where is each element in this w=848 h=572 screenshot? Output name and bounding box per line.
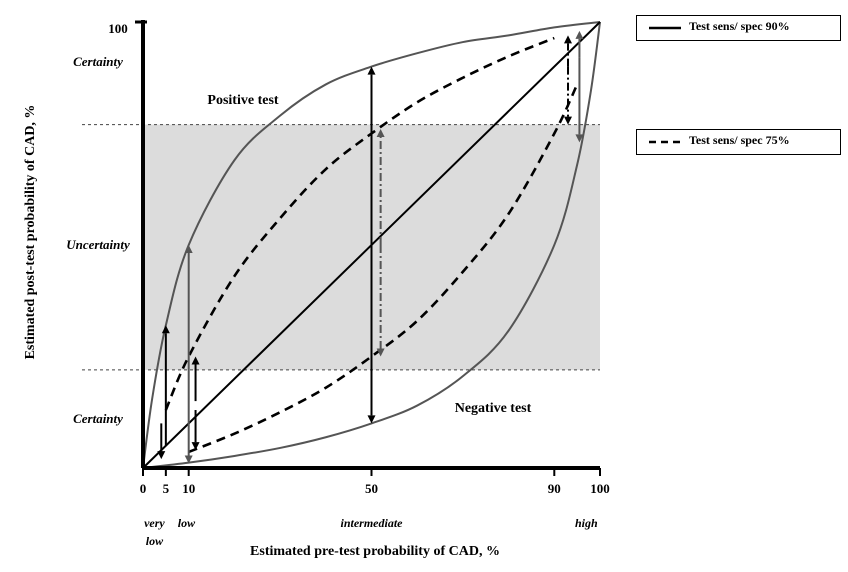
x-category-label-1: low bbox=[178, 516, 196, 530]
negative-test-label: Negative test bbox=[455, 401, 532, 416]
y-zone-label-0: Certainty bbox=[73, 54, 123, 69]
y-zone-label-2: Certainty bbox=[73, 411, 123, 426]
arrow-head-8 bbox=[376, 129, 385, 138]
y-axis-title: Estimated post-test probability of CAD, … bbox=[23, 105, 38, 360]
x-tick-label-3: 50 bbox=[365, 481, 378, 496]
arrow-head-1 bbox=[157, 451, 166, 460]
arrow-head-13 bbox=[575, 134, 584, 143]
x-tick-label-0: 0 bbox=[140, 481, 147, 496]
positive-test-label: Positive test bbox=[207, 93, 278, 108]
legend-label-75: Test sens/ spec 75% bbox=[689, 133, 790, 147]
y-tick-label-100: 100 bbox=[108, 21, 128, 36]
arrow-head-6 bbox=[367, 66, 376, 75]
arrow-head-12 bbox=[575, 30, 584, 39]
arrow-head-2 bbox=[184, 245, 193, 253]
legend-item-90: Test sens/ spec 90% bbox=[636, 15, 841, 41]
legend-solid-line-icon bbox=[649, 26, 681, 30]
arrow-head-0 bbox=[161, 325, 170, 334]
x-category-label-2: intermediate bbox=[341, 516, 404, 530]
x-axis-title: Estimated pre-test probability of CAD, % bbox=[250, 544, 500, 559]
x-category-label-0-line2: low bbox=[146, 534, 164, 548]
x-category-label-0: very bbox=[144, 516, 165, 530]
y-zone-label-1: Uncertainty bbox=[66, 237, 130, 252]
x-tick-label-5: 100 bbox=[590, 481, 610, 496]
arrow-head-9 bbox=[376, 348, 385, 357]
series-1-negative-curve bbox=[188, 83, 579, 454]
arrow-head-5 bbox=[191, 442, 200, 451]
legend-item-75: Test sens/ spec 75% bbox=[636, 129, 841, 155]
x-category-label-3: high bbox=[575, 516, 598, 530]
legend-dashed-line-icon bbox=[649, 140, 681, 144]
x-tick-label-4: 90 bbox=[548, 481, 561, 496]
arrow-head-3 bbox=[184, 455, 193, 464]
arrow-head-10 bbox=[564, 35, 573, 44]
arrow-head-7 bbox=[367, 415, 376, 424]
legend-label-90: Test sens/ spec 90% bbox=[689, 19, 790, 33]
arrow-head-11 bbox=[564, 116, 573, 125]
x-tick-label-2: 10 bbox=[182, 481, 195, 496]
arrow-head-4 bbox=[191, 356, 200, 365]
series-0-negative-curve bbox=[142, 21, 601, 469]
x-tick-label-1: 5 bbox=[163, 481, 170, 496]
series-1-positive-curve bbox=[164, 36, 555, 411]
